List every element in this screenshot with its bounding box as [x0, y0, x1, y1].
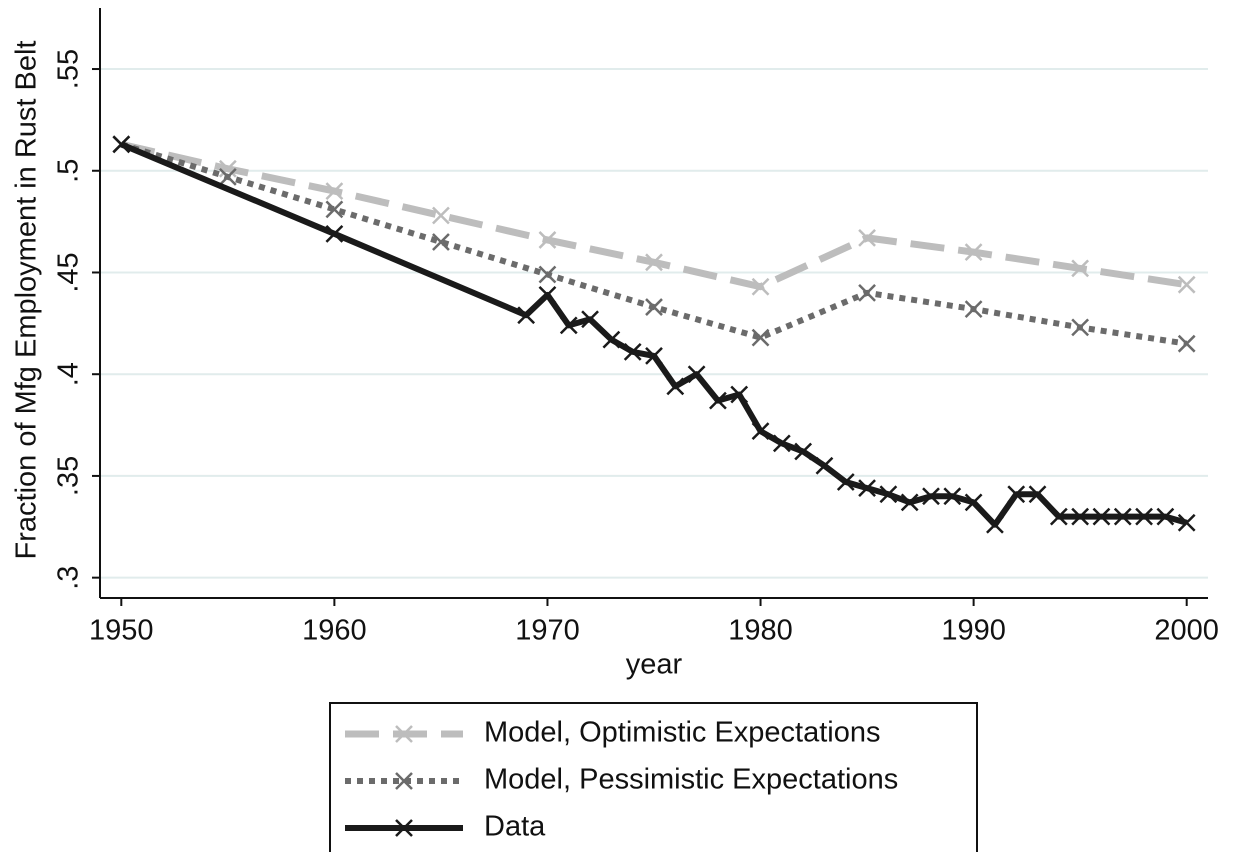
point-marker: [432, 206, 450, 225]
x-tick-label: 1960: [302, 615, 367, 647]
point-marker: [1177, 275, 1196, 294]
point-marker: [645, 253, 663, 272]
point-marker: [772, 434, 791, 453]
point-marker: [836, 473, 855, 491]
point-marker: [1007, 485, 1026, 504]
x-tick-label: 1980: [728, 615, 793, 647]
point-marker: [325, 224, 344, 243]
point-marker: [517, 306, 536, 325]
x-tick-label: 1970: [515, 615, 580, 647]
y-tick-label: .3: [53, 566, 85, 590]
point-marker: [602, 330, 621, 349]
point-marker: [666, 377, 685, 396]
point-marker: [218, 167, 237, 186]
legend-marker: [395, 819, 413, 837]
point-marker: [645, 347, 663, 365]
legend-label: Model, Pessimistic Expectations: [484, 764, 898, 796]
point-marker: [964, 300, 983, 318]
point-marker: [900, 493, 919, 512]
legend-marker: [395, 725, 413, 743]
point-marker: [1028, 485, 1047, 504]
point-marker: [1071, 259, 1090, 278]
point-marker: [623, 342, 642, 361]
y-axis-title: Fraction of Mfg Employment in Rust Belt: [11, 41, 43, 560]
point-marker: [1071, 318, 1090, 337]
point-marker: [858, 479, 876, 498]
point-marker: [325, 182, 344, 200]
point-marker: [1092, 507, 1111, 526]
point-marker: [709, 391, 727, 410]
point-marker: [538, 231, 557, 249]
point-marker: [922, 487, 940, 506]
point-marker: [1135, 507, 1153, 526]
legend-label: Model, Optimistic Expectations: [484, 717, 880, 749]
x-axis-title: year: [626, 649, 683, 681]
point-marker: [794, 442, 813, 461]
point-marker: [581, 310, 599, 329]
point-marker: [751, 277, 770, 296]
legend-box: [329, 702, 978, 852]
y-tick-label: .45: [53, 252, 85, 292]
point-marker: [1156, 507, 1175, 526]
series-line: [120, 140, 1188, 291]
y-tick-label: .4: [53, 362, 85, 386]
point-marker: [1049, 507, 1068, 526]
point-marker: [538, 265, 557, 284]
x-tick-label: 2000: [1154, 615, 1219, 647]
point-marker: [432, 233, 450, 251]
point-marker: [815, 456, 834, 475]
series-line: [120, 141, 1188, 528]
point-marker: [538, 285, 557, 304]
point-marker: [964, 493, 983, 512]
point-marker: [1177, 513, 1196, 532]
y-tick-label: .55: [53, 49, 85, 89]
point-marker: [943, 487, 962, 506]
point-marker: [858, 229, 876, 247]
x-tick-label: 1950: [89, 615, 154, 647]
point-marker: [751, 328, 770, 347]
point-marker: [1071, 507, 1090, 526]
point-marker: [687, 365, 706, 384]
y-tick-label: .5: [53, 159, 85, 183]
point-marker: [325, 200, 344, 219]
legend-label: Data: [484, 811, 546, 843]
point-marker: [559, 316, 578, 335]
point-marker: [858, 283, 876, 302]
point-marker: [112, 135, 131, 154]
point-marker: [986, 515, 1004, 534]
point-marker: [218, 159, 237, 178]
y-tick-label: .35: [53, 456, 85, 496]
point-marker: [730, 385, 749, 404]
point-marker: [645, 298, 663, 316]
series-line: [120, 141, 1188, 347]
point-marker: [964, 243, 983, 262]
point-marker: [1113, 507, 1132, 526]
point-marker: [879, 485, 898, 504]
x-tick-label: 1990: [941, 615, 1006, 647]
legend-marker: [395, 772, 413, 790]
point-marker: [1177, 334, 1196, 353]
point-marker: [751, 422, 770, 441]
